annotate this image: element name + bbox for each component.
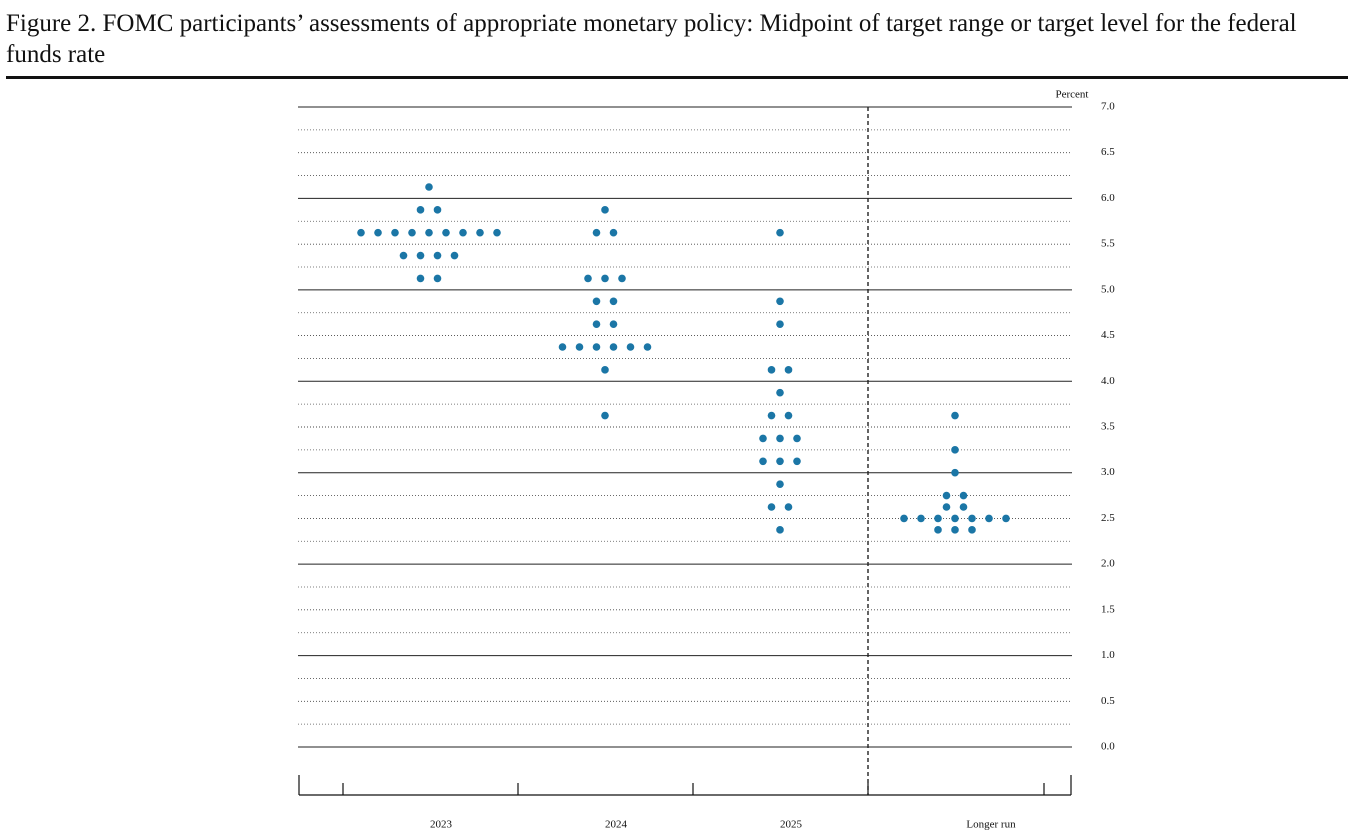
dot bbox=[558, 343, 567, 351]
dot bbox=[968, 526, 976, 534]
dot bbox=[601, 206, 609, 214]
dot bbox=[951, 411, 959, 420]
dot bbox=[442, 228, 450, 237]
dot bbox=[959, 491, 968, 500]
dot bbox=[357, 228, 365, 237]
dot bbox=[951, 526, 959, 534]
dot bbox=[416, 251, 425, 260]
y-tick-label: 4.5 bbox=[1101, 329, 1115, 341]
chart-title: Figure 2. FOMC participants’ assessments… bbox=[6, 10, 1297, 68]
dot bbox=[425, 228, 433, 237]
dot bbox=[793, 457, 801, 466]
title-rule bbox=[6, 76, 1348, 79]
dot bbox=[425, 183, 433, 191]
dot bbox=[776, 434, 784, 443]
dot bbox=[609, 297, 618, 306]
dot bbox=[934, 526, 942, 534]
y-tick-label: 5.0 bbox=[1101, 283, 1115, 295]
dot bbox=[601, 366, 609, 374]
dot bbox=[942, 491, 951, 500]
y-tick-label: 1.0 bbox=[1101, 649, 1115, 661]
dot bbox=[951, 446, 959, 454]
dot bbox=[776, 388, 784, 397]
y-tick-label: 1.5 bbox=[1101, 603, 1115, 615]
dot bbox=[759, 434, 767, 443]
dot bbox=[951, 514, 959, 523]
dot bbox=[643, 343, 652, 351]
dot bbox=[900, 514, 908, 523]
y-tick-label: 0.5 bbox=[1101, 695, 1115, 707]
dot bbox=[592, 320, 601, 328]
dot bbox=[476, 228, 484, 237]
dot bbox=[793, 434, 801, 443]
y-tick-label: 0.0 bbox=[1101, 741, 1115, 753]
dot bbox=[767, 503, 776, 511]
dot bbox=[433, 274, 442, 283]
dot bbox=[450, 251, 459, 260]
dot bbox=[601, 411, 609, 420]
y-tick-label: 3.5 bbox=[1101, 421, 1115, 433]
dot bbox=[934, 514, 942, 523]
x-axis-ticks bbox=[298, 775, 1072, 795]
dot bbox=[776, 228, 784, 237]
dot bbox=[784, 411, 793, 420]
dot bbox=[776, 297, 784, 306]
y-tick-label: 7.0 bbox=[1101, 101, 1115, 113]
x-tick-label: 2024 bbox=[605, 819, 628, 831]
dot bbox=[942, 503, 951, 511]
dot bbox=[784, 503, 793, 511]
dot bbox=[399, 251, 408, 260]
dot bbox=[601, 274, 609, 283]
dot bbox=[592, 228, 601, 237]
y-tick-label: 6.5 bbox=[1101, 146, 1115, 158]
dot bbox=[459, 228, 467, 237]
y-tick-label: 2.5 bbox=[1101, 512, 1115, 524]
dot bbox=[959, 503, 968, 511]
y-axis-label: Percent bbox=[1056, 89, 1089, 101]
dot bbox=[609, 343, 618, 351]
dot bbox=[784, 366, 793, 374]
dot bbox=[1002, 514, 1010, 523]
dot bbox=[951, 468, 959, 477]
dot bbox=[609, 228, 618, 237]
y-tick-label: 3.0 bbox=[1101, 466, 1115, 478]
dot bbox=[584, 274, 592, 283]
y-tick-label: 4.0 bbox=[1101, 375, 1115, 387]
y-tick-label: 6.0 bbox=[1101, 192, 1115, 204]
dot bbox=[433, 206, 442, 214]
dot bbox=[776, 457, 784, 466]
dot bbox=[917, 514, 925, 523]
dot bbox=[374, 228, 382, 237]
dot bbox=[767, 411, 776, 420]
dot bbox=[626, 343, 635, 351]
dot bbox=[759, 457, 767, 466]
dot bbox=[416, 206, 425, 214]
dot bbox=[433, 251, 442, 260]
dot bbox=[618, 274, 626, 283]
dot bbox=[776, 480, 784, 488]
dot bbox=[575, 343, 584, 351]
dot bbox=[968, 514, 976, 523]
dot bbox=[609, 320, 618, 328]
dot bbox=[592, 297, 601, 306]
dot bbox=[592, 343, 601, 351]
dot bbox=[776, 320, 784, 328]
dot bbox=[776, 526, 784, 534]
dot bbox=[493, 228, 501, 237]
dot bbox=[408, 228, 416, 237]
dot bbox=[985, 514, 993, 523]
y-tick-label: 5.5 bbox=[1101, 238, 1115, 250]
x-tick-label: 2025 bbox=[780, 819, 803, 831]
x-tick-label: 2023 bbox=[430, 819, 453, 831]
x-tick-label: Longer run bbox=[966, 819, 1016, 831]
y-tick-label: 2.0 bbox=[1101, 558, 1115, 570]
dot bbox=[391, 228, 399, 237]
dot bbox=[767, 366, 776, 374]
dot bbox=[416, 274, 425, 283]
